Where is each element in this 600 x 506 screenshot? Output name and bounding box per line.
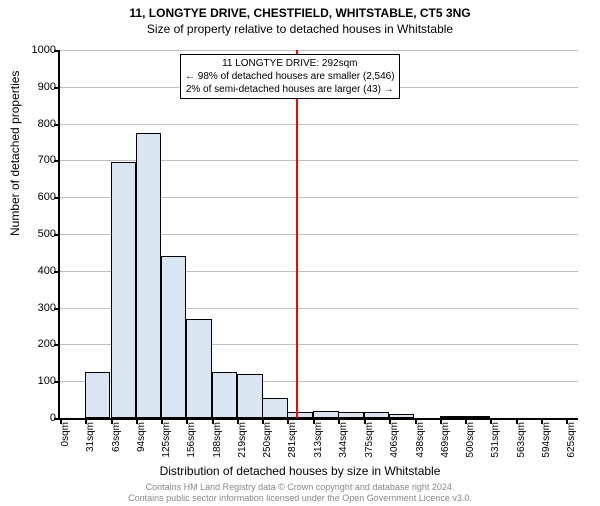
xtick-label: 156sqm (186, 422, 197, 458)
xtick-label: 469sqm (440, 422, 451, 458)
annotation-line: 2% of semi-detached houses are larger (4… (185, 83, 395, 96)
xtick-label: 31sqm (85, 422, 96, 452)
histogram-bar (85, 372, 110, 418)
gridline (60, 124, 578, 125)
annotation-line: ← 98% of detached houses are smaller (2,… (185, 70, 395, 83)
xtick-label: 438sqm (415, 422, 426, 458)
xtick-label: 500sqm (465, 422, 476, 458)
histogram-bar (440, 416, 465, 418)
xtick-label: 125sqm (161, 422, 172, 458)
ytick-label: 100 (38, 375, 60, 387)
xtick-label: 344sqm (338, 422, 349, 458)
ytick-label: 0 (50, 412, 60, 424)
ytick-label: 400 (38, 265, 60, 277)
chart-subtitle: Size of property relative to detached ho… (0, 22, 600, 36)
histogram-bar (111, 162, 136, 418)
histogram-bar (338, 412, 363, 418)
property-marker-line (296, 50, 298, 418)
xtick-label: 594sqm (541, 422, 552, 458)
x-axis-label: Distribution of detached houses by size … (0, 464, 600, 478)
xtick-label: 63sqm (111, 422, 122, 452)
xtick-label: 0sqm (60, 422, 71, 446)
xtick-label: 188sqm (212, 422, 223, 458)
xtick-label: 250sqm (262, 422, 273, 458)
xtick-label: 219sqm (237, 422, 248, 458)
ytick-label: 900 (38, 81, 60, 93)
chart-footer: Contains HM Land Registry data © Crown c… (0, 482, 600, 504)
ytick-label: 600 (38, 191, 60, 203)
ytick-label: 300 (38, 302, 60, 314)
xtick-label: 313sqm (313, 422, 324, 458)
footer-line-1: Contains HM Land Registry data © Crown c… (0, 482, 600, 493)
xtick-label: 531sqm (490, 422, 501, 458)
histogram-bar (262, 398, 287, 418)
annotation-line: 11 LONGTYE DRIVE: 292sqm (185, 57, 395, 70)
histogram-bar (313, 411, 338, 418)
histogram-bar (364, 412, 389, 418)
xtick-label: 94sqm (136, 422, 147, 452)
footer-line-2: Contains public sector information licen… (0, 493, 600, 504)
annotation-box: 11 LONGTYE DRIVE: 292sqm← 98% of detache… (180, 54, 400, 99)
xtick-label: 375sqm (364, 422, 375, 458)
ytick-label: 500 (38, 228, 60, 240)
y-axis-label: Number of detached properties (8, 71, 22, 236)
histogram-bar (287, 412, 312, 418)
histogram-bar (136, 133, 161, 418)
ytick-label: 1000 (32, 44, 60, 56)
ytick-label: 700 (38, 154, 60, 166)
chart-title-address: 11, LONGTYE DRIVE, CHESTFIELD, WHITSTABL… (0, 6, 600, 20)
chart-plot-area: 010020030040050060070080090010000sqm31sq… (58, 50, 578, 420)
histogram-bar (465, 416, 490, 418)
histogram-bar (212, 372, 237, 418)
xtick-label: 563sqm (516, 422, 527, 458)
gridline (60, 50, 578, 51)
ytick-label: 800 (38, 118, 60, 130)
ytick-label: 200 (38, 338, 60, 350)
histogram-bar (161, 256, 186, 418)
histogram-bar (389, 414, 414, 418)
xtick-label: 625sqm (566, 422, 577, 458)
xtick-label: 281sqm (287, 422, 298, 458)
histogram-bar (237, 374, 262, 418)
xtick-label: 406sqm (389, 422, 400, 458)
histogram-bar (186, 319, 211, 418)
